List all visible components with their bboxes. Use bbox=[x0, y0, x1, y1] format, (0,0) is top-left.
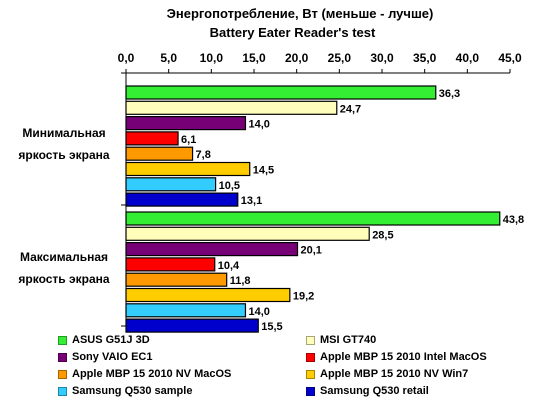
x-tick-label: 20,0 bbox=[285, 51, 309, 65]
data-label: 6,1 bbox=[181, 134, 196, 146]
bar bbox=[125, 242, 299, 257]
bar bbox=[125, 100, 338, 115]
bar bbox=[125, 303, 247, 318]
data-label: 43,8 bbox=[503, 214, 524, 226]
bar bbox=[125, 177, 217, 192]
x-tick-label: 15,0 bbox=[242, 51, 266, 65]
data-label: 28,5 bbox=[372, 229, 393, 241]
data-label: 20,1 bbox=[301, 245, 322, 257]
bar bbox=[125, 272, 228, 287]
bar bbox=[125, 287, 291, 303]
x-tick-label: 0,0 bbox=[118, 51, 135, 65]
data-label: 24,7 bbox=[340, 103, 361, 115]
data-label: 11,8 bbox=[230, 275, 251, 287]
data-label: 10,5 bbox=[219, 180, 240, 192]
data-label: 15,5 bbox=[261, 321, 282, 333]
x-tick-label: 5,0 bbox=[160, 51, 177, 65]
category-label-min-brightness: Минимальная яркость экрана bbox=[9, 122, 119, 166]
bar bbox=[125, 161, 251, 177]
data-label: 14,0 bbox=[248, 119, 269, 131]
category-label-line: яркость экрана bbox=[18, 148, 110, 162]
bar bbox=[125, 146, 194, 161]
x-tick-label: 10,0 bbox=[200, 51, 224, 65]
category-label-max-brightness: Максимальная яркость экрана bbox=[9, 246, 119, 290]
bar bbox=[125, 257, 216, 272]
data-label: 14,5 bbox=[253, 165, 274, 177]
bar bbox=[125, 131, 179, 146]
chart-title: Энергопотребление, Вт (меньше - лучше) bbox=[166, 6, 434, 21]
x-tick-label: 40,0 bbox=[456, 51, 480, 65]
bar bbox=[125, 226, 370, 241]
bar bbox=[125, 318, 259, 333]
x-tick-label: 35,0 bbox=[413, 51, 437, 65]
data-label: 36,3 bbox=[439, 88, 460, 100]
x-tick-label: 25,0 bbox=[328, 51, 352, 65]
bar bbox=[125, 192, 239, 207]
x-tick-label: 30,0 bbox=[370, 51, 394, 65]
data-label: 19,2 bbox=[293, 291, 314, 303]
x-tick-label: 45,0 bbox=[498, 51, 522, 65]
category-label-line: Минимальная bbox=[22, 126, 106, 140]
category-label-line: Максимальная bbox=[19, 250, 109, 264]
chart-subtitle: Battery Eater Reader's test bbox=[209, 25, 376, 40]
bar bbox=[125, 115, 247, 131]
bar bbox=[125, 211, 501, 226]
data-label: 13,1 bbox=[241, 195, 262, 207]
data-label: 10,4 bbox=[218, 260, 240, 272]
data-label: 14,0 bbox=[248, 306, 269, 318]
category-label-line: яркость экрана bbox=[18, 272, 110, 286]
data-label: 7,8 bbox=[196, 149, 211, 161]
bar bbox=[125, 85, 437, 100]
